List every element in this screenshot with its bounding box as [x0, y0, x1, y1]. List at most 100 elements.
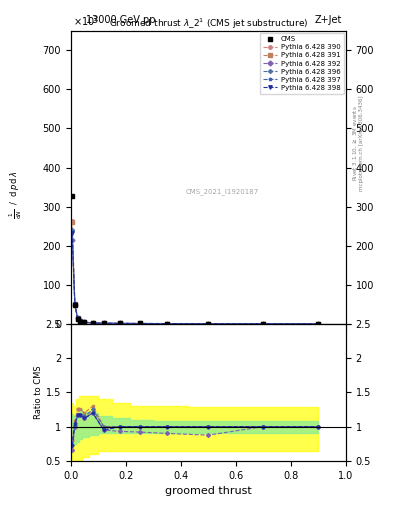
Pythia 6.428 391: [118, 321, 123, 327]
Pythia 6.428 398: [316, 321, 321, 327]
Pythia 6.428 392: [90, 320, 95, 326]
Pythia 6.428 392: [101, 320, 106, 326]
Pythia 6.428 391: [261, 321, 266, 327]
Text: $\times10^2$: $\times10^2$: [73, 14, 100, 28]
Pythia 6.428 398: [78, 318, 83, 324]
Text: Z+Jet: Z+Jet: [314, 15, 342, 25]
Pythia 6.428 396: [90, 320, 95, 326]
Pythia 6.428 392: [165, 321, 169, 327]
Pythia 6.428 398: [165, 321, 169, 327]
CMS: [82, 319, 87, 326]
Line: Pythia 6.428 397: Pythia 6.428 397: [70, 229, 320, 326]
Pythia 6.428 396: [70, 227, 75, 233]
Pythia 6.428 392: [261, 321, 266, 327]
Pythia 6.428 398: [137, 321, 142, 327]
Pythia 6.428 390: [137, 321, 142, 327]
Pythia 6.428 391: [70, 219, 75, 225]
Pythia 6.428 398: [82, 319, 87, 325]
Pythia 6.428 390: [70, 218, 75, 224]
Pythia 6.428 397: [206, 321, 211, 327]
Pythia 6.428 391: [101, 320, 106, 326]
Y-axis label: Ratio to CMS: Ratio to CMS: [34, 366, 43, 419]
Pythia 6.428 397: [78, 318, 83, 324]
CMS: [165, 321, 169, 327]
Pythia 6.428 396: [82, 319, 87, 325]
Pythia 6.428 390: [118, 321, 123, 327]
Pythia 6.428 396: [137, 321, 142, 327]
Pythia 6.428 398: [72, 302, 77, 308]
Pythia 6.428 391: [90, 320, 95, 326]
Pythia 6.428 392: [137, 321, 142, 327]
CMS: [316, 321, 321, 327]
Line: Pythia 6.428 398: Pythia 6.428 398: [70, 231, 320, 326]
Pythia 6.428 396: [165, 321, 169, 327]
Pythia 6.428 392: [72, 302, 77, 308]
CMS: [90, 320, 95, 326]
Line: Pythia 6.428 390: Pythia 6.428 390: [70, 219, 320, 326]
Pythia 6.428 392: [118, 321, 123, 327]
Line: Pythia 6.428 391: Pythia 6.428 391: [70, 220, 320, 326]
Pythia 6.428 391: [78, 318, 83, 324]
Pythia 6.428 391: [75, 315, 80, 321]
Pythia 6.428 392: [316, 321, 321, 327]
Pythia 6.428 390: [72, 302, 77, 308]
Pythia 6.428 390: [75, 315, 80, 321]
Pythia 6.428 398: [118, 321, 123, 327]
Pythia 6.428 397: [261, 321, 266, 327]
CMS: [206, 321, 211, 327]
Pythia 6.428 390: [165, 321, 169, 327]
Pythia 6.428 392: [75, 315, 80, 322]
Pythia 6.428 390: [316, 321, 321, 327]
CMS: [137, 321, 142, 327]
Pythia 6.428 397: [90, 320, 95, 326]
X-axis label: groomed thrust: groomed thrust: [165, 486, 252, 496]
Line: Pythia 6.428 396: Pythia 6.428 396: [70, 228, 320, 326]
Pythia 6.428 396: [118, 321, 123, 327]
CMS: [261, 321, 266, 327]
Pythia 6.428 398: [206, 321, 211, 327]
Pythia 6.428 391: [165, 321, 169, 327]
CMS: [118, 321, 123, 327]
Pythia 6.428 391: [72, 301, 77, 307]
Pythia 6.428 392: [206, 321, 211, 327]
Line: CMS: CMS: [70, 194, 320, 326]
Pythia 6.428 396: [101, 320, 106, 326]
Pythia 6.428 390: [82, 319, 87, 325]
Pythia 6.428 396: [78, 318, 83, 324]
Pythia 6.428 397: [165, 321, 169, 327]
Pythia 6.428 391: [137, 321, 142, 327]
Pythia 6.428 397: [70, 228, 75, 234]
Legend: CMS, Pythia 6.428 390, Pythia 6.428 391, Pythia 6.428 392, Pythia 6.428 396, Pyt: CMS, Pythia 6.428 390, Pythia 6.428 391,…: [260, 33, 344, 94]
Pythia 6.428 391: [82, 319, 87, 325]
Pythia 6.428 396: [72, 302, 77, 308]
Text: mcplots.cern.ch [arXiv:1306.3436]: mcplots.cern.ch [arXiv:1306.3436]: [359, 96, 364, 191]
Pythia 6.428 397: [101, 320, 106, 326]
Pythia 6.428 396: [75, 315, 80, 322]
Pythia 6.428 390: [206, 321, 211, 327]
Pythia 6.428 398: [261, 321, 266, 327]
Pythia 6.428 397: [82, 319, 87, 325]
Pythia 6.428 397: [118, 321, 123, 327]
Pythia 6.428 391: [316, 321, 321, 327]
CMS: [101, 320, 106, 326]
Pythia 6.428 396: [316, 321, 321, 327]
Pythia 6.428 396: [261, 321, 266, 327]
Pythia 6.428 396: [206, 321, 211, 327]
Pythia 6.428 397: [316, 321, 321, 327]
Pythia 6.428 392: [70, 237, 75, 243]
Pythia 6.428 390: [78, 318, 83, 324]
Text: 13000 GeV pp: 13000 GeV pp: [86, 15, 156, 25]
Pythia 6.428 392: [82, 319, 87, 325]
Pythia 6.428 397: [75, 315, 80, 322]
Text: CMS_2021_I1920187: CMS_2021_I1920187: [185, 188, 259, 196]
Pythia 6.428 392: [78, 318, 83, 324]
Pythia 6.428 390: [261, 321, 266, 327]
Pythia 6.428 397: [72, 302, 77, 308]
Pythia 6.428 390: [101, 320, 106, 326]
Pythia 6.428 398: [101, 320, 106, 326]
Pythia 6.428 398: [70, 230, 75, 236]
CMS: [70, 193, 75, 199]
Pythia 6.428 397: [137, 321, 142, 327]
Title: Groomed thrust $\lambda\_2^1$ (CMS jet substructure): Groomed thrust $\lambda\_2^1$ (CMS jet s…: [108, 16, 308, 31]
Pythia 6.428 398: [75, 315, 80, 322]
